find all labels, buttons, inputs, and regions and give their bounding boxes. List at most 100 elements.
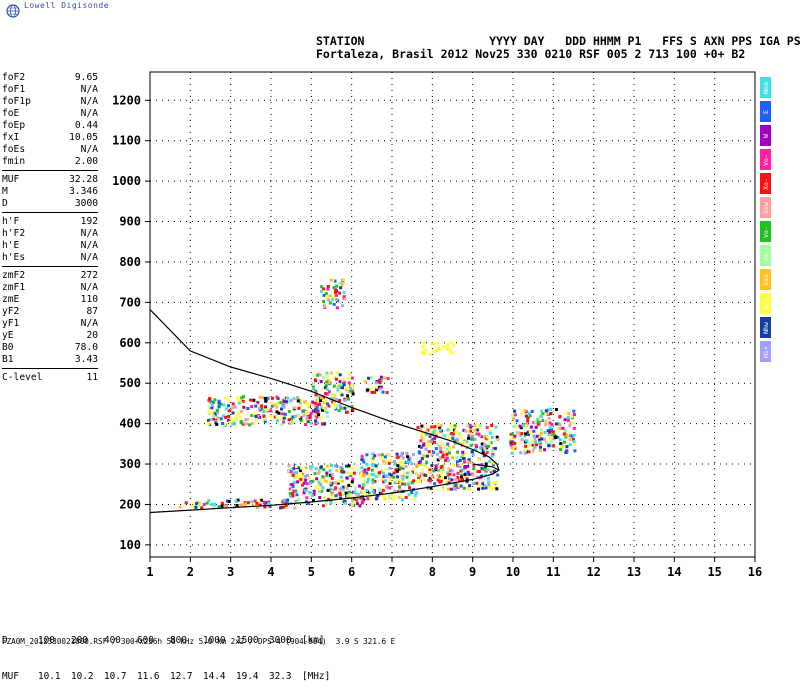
echo-pixel [362, 483, 365, 486]
echo-pixel [275, 410, 279, 414]
muf-value: 10.7 [104, 671, 127, 682]
echo-pixel [434, 464, 438, 468]
legend-label: Vo- [761, 225, 770, 238]
echo-pixel [343, 398, 347, 402]
echo-pixel [440, 472, 443, 476]
echo-pixel [441, 487, 445, 491]
echo-pixel [269, 414, 272, 418]
echo-pixel [223, 422, 227, 426]
echo-pixel [322, 293, 326, 297]
echo-pixel [428, 468, 432, 472]
echo-pixel [366, 497, 370, 501]
echo-pixel [284, 505, 288, 509]
echo-pixel [410, 462, 414, 466]
echo-pixel [388, 466, 392, 470]
echo-pixel [276, 401, 280, 405]
echo-pixel [207, 499, 211, 502]
echo-pixel [548, 435, 552, 439]
echo-pixel [481, 451, 485, 455]
echo-pixel [457, 433, 461, 437]
echo-pixel [333, 376, 337, 380]
echo-pixel [391, 497, 395, 501]
plot-frame [149, 71, 756, 558]
echo-pixel [393, 460, 396, 464]
echo-pixel [451, 424, 455, 428]
echo-pixel [527, 450, 531, 454]
echo-pixel [335, 298, 339, 302]
echo-pixel [327, 497, 331, 501]
echo-pixel [332, 494, 336, 498]
echo-pixel [422, 463, 426, 467]
echo-pixel [315, 406, 319, 410]
echo-pixel [354, 499, 358, 503]
echo-pixel [380, 453, 384, 457]
echo-pixel [481, 448, 485, 452]
param-divider [2, 212, 98, 213]
echo-pixel [439, 423, 443, 427]
echo-pixel [441, 455, 445, 459]
echo-pixel [373, 463, 376, 467]
echo-pixel [340, 282, 344, 286]
echo-pixel [328, 464, 332, 468]
echo-pixel [282, 400, 286, 403]
echo-pixel [332, 302, 336, 306]
echo-pixel [319, 404, 323, 408]
echo-pixel [213, 412, 217, 416]
echo-pixel [414, 472, 418, 476]
echo-pixel [250, 414, 254, 417]
echo-pixel [301, 483, 305, 487]
echo-pixel [334, 481, 338, 485]
echo-pixel [331, 297, 335, 301]
echo-pixel [306, 415, 310, 419]
echo-pixel [327, 390, 331, 394]
param-value: N/A [80, 108, 98, 119]
echo-pixel [538, 440, 542, 444]
echo-pixel [453, 442, 457, 446]
echo-pixel [478, 469, 482, 473]
echo-pixel [509, 443, 513, 447]
echo-pixel [309, 467, 313, 470]
param-value: 20 [86, 330, 98, 341]
echo-pixel [447, 467, 451, 471]
echo-pixel [312, 391, 316, 395]
echo-pixel [342, 380, 346, 384]
echo-pixel [332, 286, 336, 290]
echo-pixel [370, 375, 374, 379]
param-divider [2, 368, 98, 369]
echo-pixel [335, 385, 339, 389]
echo-pixel [535, 420, 539, 424]
echo-pixel [456, 471, 460, 475]
echo-pixel [527, 443, 531, 447]
echo-pixel [511, 417, 515, 421]
echo-pixel [326, 402, 329, 406]
echo-pixel [524, 439, 528, 443]
echo-pixel [328, 469, 332, 473]
echo-pixel [382, 495, 386, 499]
echo-pixel [396, 469, 399, 473]
echo-pixel [217, 419, 221, 422]
echo-pixel [262, 415, 266, 418]
echo-pixel [451, 456, 455, 460]
echo-pixel [384, 474, 388, 478]
echo-pixel [408, 460, 412, 464]
y-tick-label: 800 [119, 255, 141, 269]
echo-pixel [397, 461, 401, 465]
echo-pixel [311, 409, 315, 413]
echo-pixel [462, 486, 466, 490]
distance-values: 100 200 400 600 800 1000 1500 3000 [38, 635, 302, 647]
param-value: 3.346 [69, 186, 98, 197]
echo-pixel [531, 448, 535, 452]
echo-pixel [334, 377, 338, 381]
echo-pixel [191, 505, 195, 508]
param-row: B0 78.0 [2, 342, 98, 354]
param-label: h'F [2, 216, 20, 227]
echo-pixel [323, 386, 327, 390]
x-tick-label: 11 [546, 565, 560, 579]
echo-pixel [532, 434, 536, 438]
echo-pixel [337, 383, 341, 387]
echo-pixel [446, 345, 450, 349]
echo-pixel [533, 436, 537, 440]
echo-pixel [478, 424, 482, 427]
param-value: N/A [80, 252, 98, 263]
echo-pixel [374, 464, 378, 468]
